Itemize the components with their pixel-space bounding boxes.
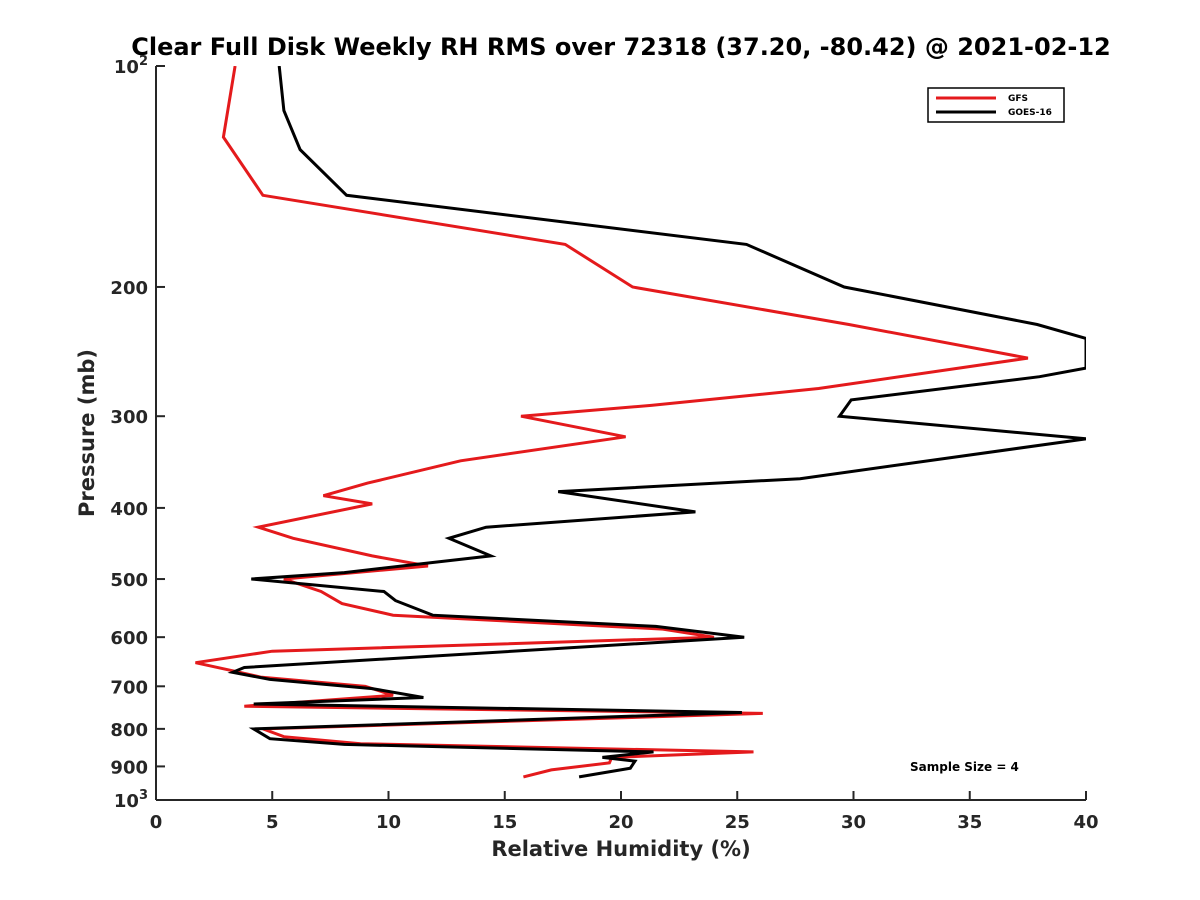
axes: 0 5 10 15 20 25 30 35 40 102 200 300 400 500 600 700 800… [110,54,1098,833]
y-tick-label: 103 [114,788,148,812]
x-tick-label: 0 [150,812,163,833]
y-tick-label: 102 [114,54,148,78]
y-tick-label: 400 [110,499,148,520]
y-tick-label: 900 [110,757,148,778]
x-tick-label: 30 [841,812,866,833]
series-line-gfs [195,66,1029,779]
y-tick-label: 800 [110,720,148,741]
y-axis-label: Pressure (mb) [75,349,99,517]
legend: GFS GOES-16 [927,87,1065,123]
y-tick-label: 300 [110,407,148,428]
legend-label-goes-16: GOES-16 [1008,108,1052,118]
plot-lines [195,66,1086,779]
sample-size-annotation: Sample Size = 4 [910,760,1019,774]
y-tick-label: 600 [110,628,148,649]
x-tick-label: 10 [376,812,401,833]
y-tick-label: 200 [110,278,148,299]
x-axis-label: Relative Humidity (%) [491,837,750,861]
x-tick-label: 5 [266,812,279,833]
x-tick-label: 40 [1073,812,1098,833]
y-tick-label: 500 [110,570,148,591]
x-tick-label: 15 [492,812,517,833]
legend-box [927,87,1065,123]
chart-title: Clear Full Disk Weekly RH RMS over 72318… [131,33,1111,61]
x-tick-label: 25 [725,812,750,833]
x-tick-label: 35 [957,812,982,833]
y-tick-label: 700 [110,677,148,698]
x-tick-label: 20 [608,812,633,833]
legend-label-gfs: GFS [1008,94,1028,104]
series-line-goes-16 [227,66,1086,779]
